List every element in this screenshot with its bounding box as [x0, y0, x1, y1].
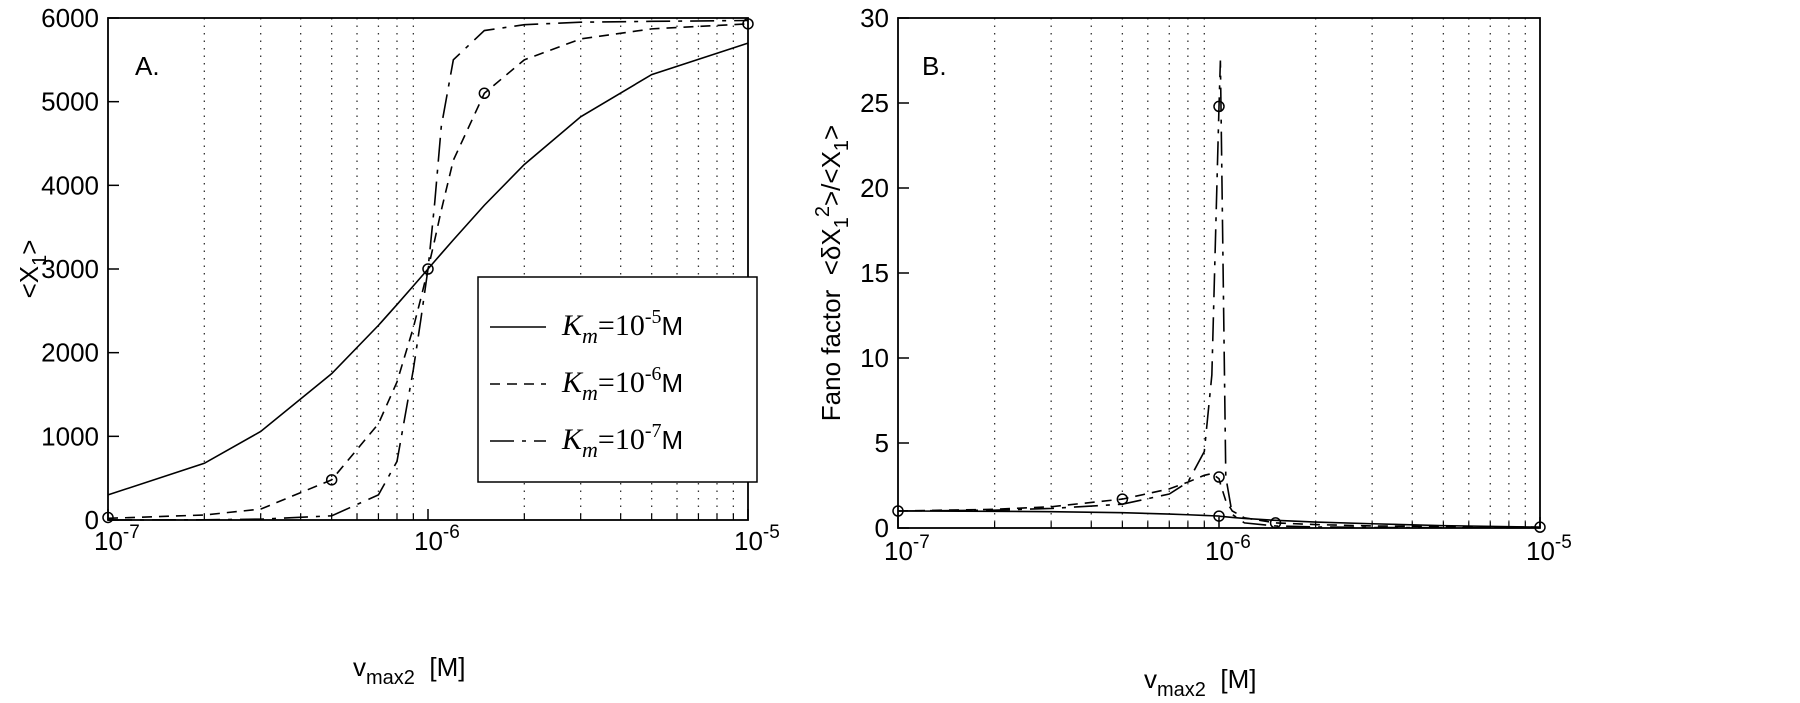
- y-tick-label: 5: [875, 428, 889, 458]
- y-tick-label: 15: [860, 258, 889, 288]
- y-tick-label: 4000: [41, 170, 99, 200]
- y-tick-label: 2000: [41, 338, 99, 368]
- y-tick-label: 1000: [41, 421, 99, 451]
- x-axis-label: vmax2 [M]: [353, 652, 465, 689]
- x-tick-label: 10-7: [884, 532, 930, 566]
- x-tick-label: 10-5: [734, 522, 780, 556]
- legend-box: [477, 276, 758, 483]
- y-tick-label: 6000: [41, 3, 99, 33]
- series-line: [107, 23, 749, 520]
- marker: [1534, 521, 1546, 533]
- y-axis-label: <X1>: [14, 240, 51, 299]
- y-axis-label: Fano factor <δX12>/<X1>: [812, 125, 853, 421]
- x-tick-label: 10-6: [1205, 532, 1251, 566]
- y-tick-label: 0: [85, 505, 99, 535]
- marker: [892, 505, 904, 517]
- series-line: [107, 19, 749, 521]
- marker: [1116, 493, 1129, 505]
- y-tick-label: 25: [860, 88, 889, 118]
- series-line: [897, 510, 1541, 528]
- legend-label: Km=10-7M: [561, 420, 683, 462]
- marker: [102, 511, 114, 524]
- y-tick-label: 20: [860, 173, 889, 203]
- marker: [1213, 100, 1225, 113]
- marker: [325, 474, 338, 486]
- marker: [1269, 517, 1282, 529]
- y-tick-label: 10: [860, 343, 889, 373]
- panel-label: B.: [922, 51, 947, 81]
- x-axis-label: vmax2 [M]: [1144, 664, 1256, 701]
- y-tick-label: 0: [875, 513, 889, 543]
- x-tick-label: 10-7: [94, 522, 140, 556]
- y-tick-label: 30: [860, 3, 889, 33]
- marker: [422, 263, 434, 275]
- marker: [1213, 510, 1225, 522]
- y-tick-label: 5000: [41, 87, 99, 117]
- x-tick-label: 10-5: [1526, 532, 1572, 566]
- marker: [478, 87, 491, 100]
- marker: [1213, 471, 1225, 483]
- legend-label: Km=10-5M: [561, 306, 683, 348]
- legend-label: Km=10-6M: [561, 363, 683, 405]
- panel-label: A.: [135, 51, 160, 81]
- y-tick-label: 3000: [41, 254, 99, 284]
- x-tick-label: 10-6: [414, 522, 460, 556]
- marker: [742, 18, 754, 30]
